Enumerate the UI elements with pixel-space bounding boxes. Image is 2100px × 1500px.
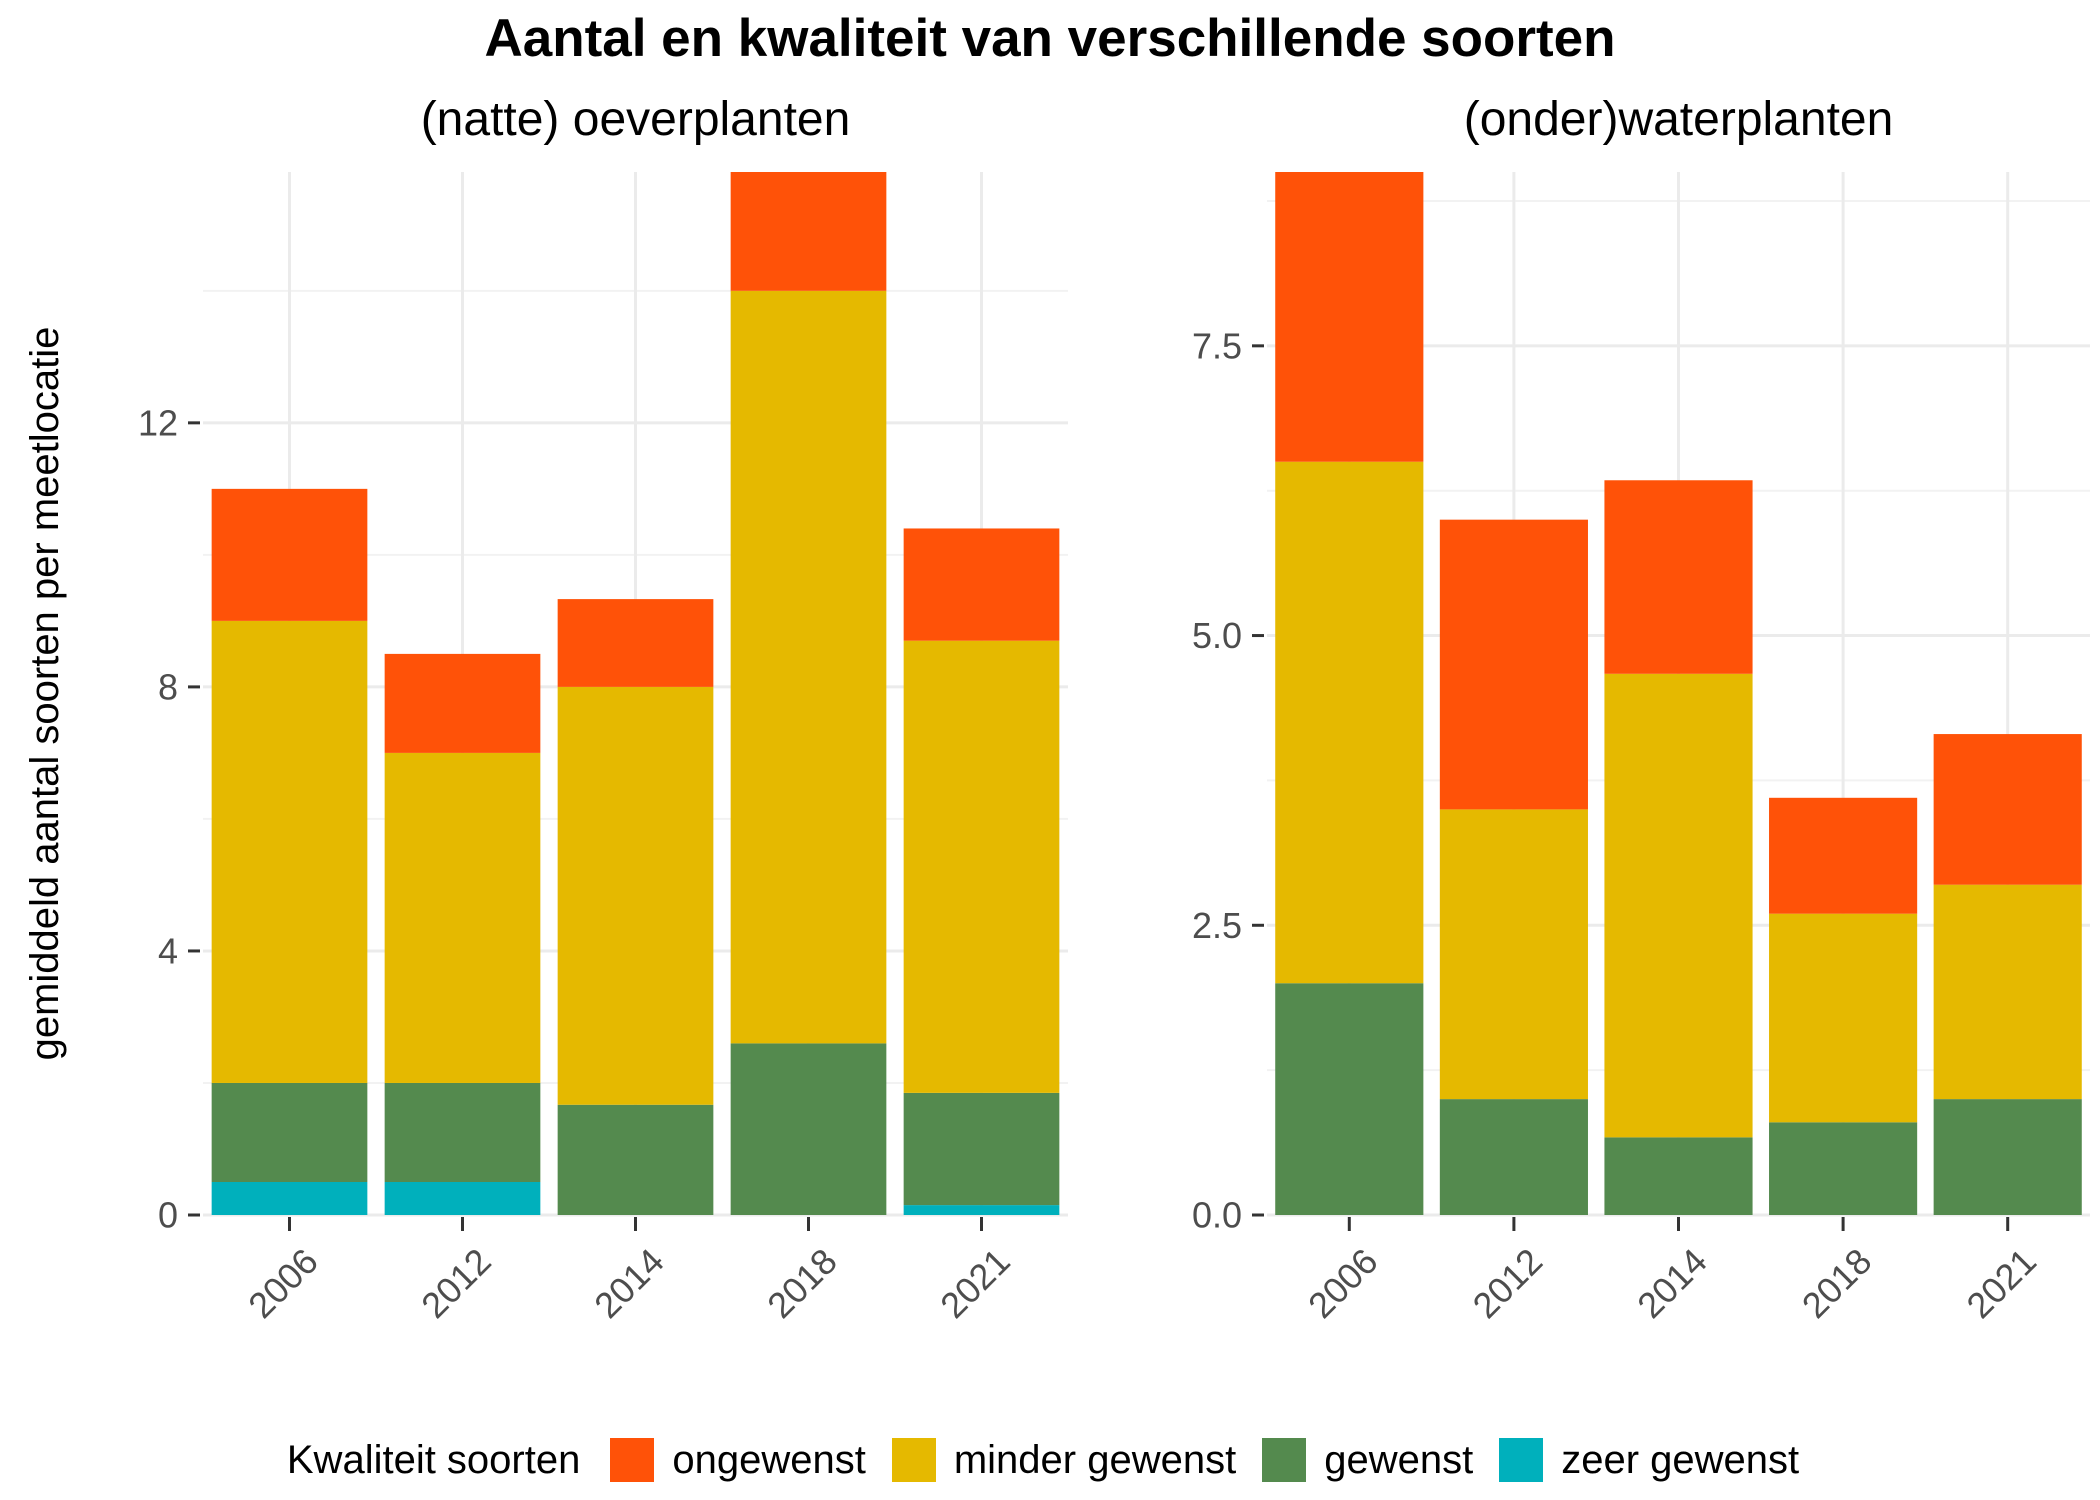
y-axis-label: gemiddeld aantal soorten per meetlocatie [23,327,67,1061]
bar-2006-gewenst [211,1082,368,1182]
bar-2021-zeer-gewenst [903,1205,1060,1215]
x-tick-label-2006: 2006 [1300,1240,1386,1326]
bar-2021-minder-gewenst [903,640,1060,1093]
legend-item-ongewenst: ongewenst [610,1437,866,1483]
bar-2014-minder-gewenst [557,686,714,1105]
legend-swatch-minder-gewenst [891,1438,936,1482]
legend-label-gewenst: gewenst [1324,1437,1474,1482]
legend-label-minder-gewenst: minder gewenst [953,1437,1237,1482]
legend: Kwaliteit soorten ongewenst minder gewen… [0,1430,2100,1490]
legend-swatch-zeer-gewenst [1499,1438,1544,1482]
bar-2018-gewenst [730,1043,887,1215]
y-tick-label: 5.0 [1192,615,1242,656]
bar-2012-minder-gewenst [1439,809,1588,1100]
legend-label-zeer-gewenst: zeer gewenst [1561,1437,1800,1482]
bar-2012-ongewenst [384,653,541,753]
x-tick-label-2012: 2012 [413,1240,499,1326]
bar-2021-gewenst [1933,1099,2082,1215]
y-tick-label: 0.0 [1192,1195,1242,1236]
x-tick-label-2014: 2014 [1629,1240,1715,1326]
x-tick-label-2021: 2021 [932,1240,1018,1326]
bar-2006-gewenst [1275,983,1424,1215]
bar-2012-zeer-gewenst [384,1181,541,1215]
y-tick-label: 2.5 [1192,905,1242,946]
bar-2021-minder-gewenst [1933,884,2082,1100]
panel-2: 0.0 2.5 5.0 7.5 2006 2012 2014 2018 2021 (onder)w… [1192,93,2090,1326]
bar-2018-ongewenst [1769,797,1918,914]
chart-title: Aantal en kwaliteit van verschillende so… [484,9,1616,68]
y-tick-label: 4 [158,930,178,971]
bar-2012-minder-gewenst [384,752,541,1083]
legend-item-minder-gewenst: minder gewenst [891,1437,1237,1483]
legend-label-ongewenst: ongewenst [672,1437,866,1482]
bar-2014-ongewenst [1604,480,1753,674]
bar-2006-ongewenst [211,488,368,621]
bar-2018-minder-gewenst [730,290,887,1044]
legend-item-gewenst: gewenst [1262,1438,1473,1483]
chart-area: 0 4 8 12 2006 2012 2014 2018 2021 (natte) oeverpl… [23,93,2090,1326]
legend-title: Kwaliteit soorten [286,1437,581,1482]
legend-item-zeer-gewenst: zeer gewenst [1499,1438,1799,1483]
bar-2012-ongewenst [1439,519,1588,810]
legend-swatch-gewenst [1262,1438,1307,1482]
bar-2014-minder-gewenst [1604,673,1753,1138]
bar-2018-minder-gewenst [1769,913,1918,1123]
x-tick-label-2006: 2006 [240,1240,326,1326]
bar-2006-zeer-gewenst [211,1181,368,1215]
bar-2006-minder-gewenst [211,620,368,1083]
y-tick-label: 12 [138,402,178,443]
x-tick-label-2021: 2021 [1958,1240,2044,1326]
bar-2018-ongewenst [730,172,887,291]
bar-2006-minder-gewenst [1275,461,1424,984]
x-tick-label-2018: 2018 [759,1240,845,1326]
bar-2012-gewenst [1439,1099,1588,1215]
bar-2021-gewenst [903,1092,1060,1206]
bar-2021-ongewenst [1933,734,2082,885]
y-tick-label: 8 [158,666,178,707]
panel-title: (onder)waterplanten [1464,93,1894,146]
x-tick-label-2012: 2012 [1465,1240,1551,1326]
bar-2014-ongewenst [557,599,714,687]
bar-2012-gewenst [384,1082,541,1182]
legend-swatch-ongewenst [610,1438,655,1482]
x-tick-label-2014: 2014 [586,1240,672,1326]
panel-title: (natte) oeverplanten [421,93,851,146]
bar-2021-ongewenst [903,528,1060,641]
bar-2014-gewenst [557,1104,714,1215]
bar-2014-gewenst [1604,1137,1753,1215]
bar-2006-ongewenst [1275,172,1424,462]
bar-2018-gewenst [1769,1122,1918,1215]
y-tick-label: 7.5 [1192,325,1242,366]
x-tick-label-2018: 2018 [1794,1240,1880,1326]
panel-1: 0 4 8 12 2006 2012 2014 2018 2021 (natte) oeverpl… [23,93,1068,1326]
y-tick-label: 0 [158,1195,178,1236]
